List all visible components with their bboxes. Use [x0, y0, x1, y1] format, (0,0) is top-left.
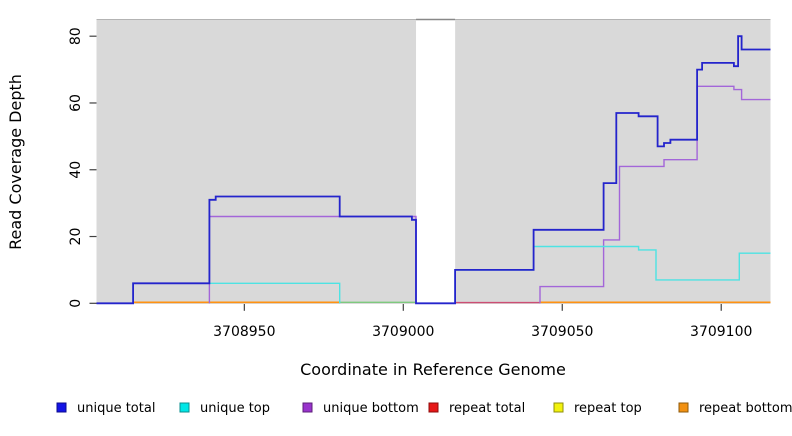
coverage-series — [96, 35, 771, 305]
legend-label-unique-bottom: unique bottom — [323, 401, 419, 416]
x-tick-label: 3709050 — [531, 324, 593, 340]
legend-label-repeat-top: repeat top — [574, 401, 642, 416]
legend-swatch-unique-bottom — [302, 402, 313, 413]
x-tick-label: 3709000 — [372, 324, 434, 340]
series-unique-bottom — [539, 85, 771, 304]
y-tick-label: 20 — [68, 228, 84, 246]
legend-swatch-unique-total — [56, 402, 67, 413]
legend-label-repeat-bottom: repeat bottom — [699, 401, 792, 416]
legend-label-unique-top: unique top — [200, 401, 270, 416]
y-axis-title: Read Coverage Depth — [6, 74, 25, 250]
legend-swatch-repeat-bottom — [678, 402, 689, 413]
y-tick-label: 0 — [68, 299, 84, 308]
legend-swatch-unique-top — [179, 402, 190, 413]
y-tick-label: 60 — [68, 94, 84, 112]
coverage-gap-band — [416, 18, 456, 304]
plot-panel — [96, 18, 771, 304]
legend-swatch-repeat-top — [553, 402, 564, 413]
axes: 3708950 3709000 3709050 3709100 0 20 40 60 80 — [68, 27, 752, 340]
y-tick-label: 40 — [68, 161, 84, 179]
y-tick-label: 80 — [68, 27, 84, 45]
series-unique-total — [96, 35, 771, 305]
legend-swatch-repeat-total — [428, 402, 439, 413]
legend-label-repeat-total: repeat total — [449, 401, 525, 416]
x-tick-label: 3708950 — [213, 324, 275, 340]
x-axis-title: Coordinate in Reference Genome — [300, 360, 566, 379]
legend: unique total unique top unique bottom repea… — [56, 401, 792, 416]
x-tick-label: 3709100 — [690, 324, 752, 340]
legend-label-unique-total: unique total — [77, 401, 155, 416]
